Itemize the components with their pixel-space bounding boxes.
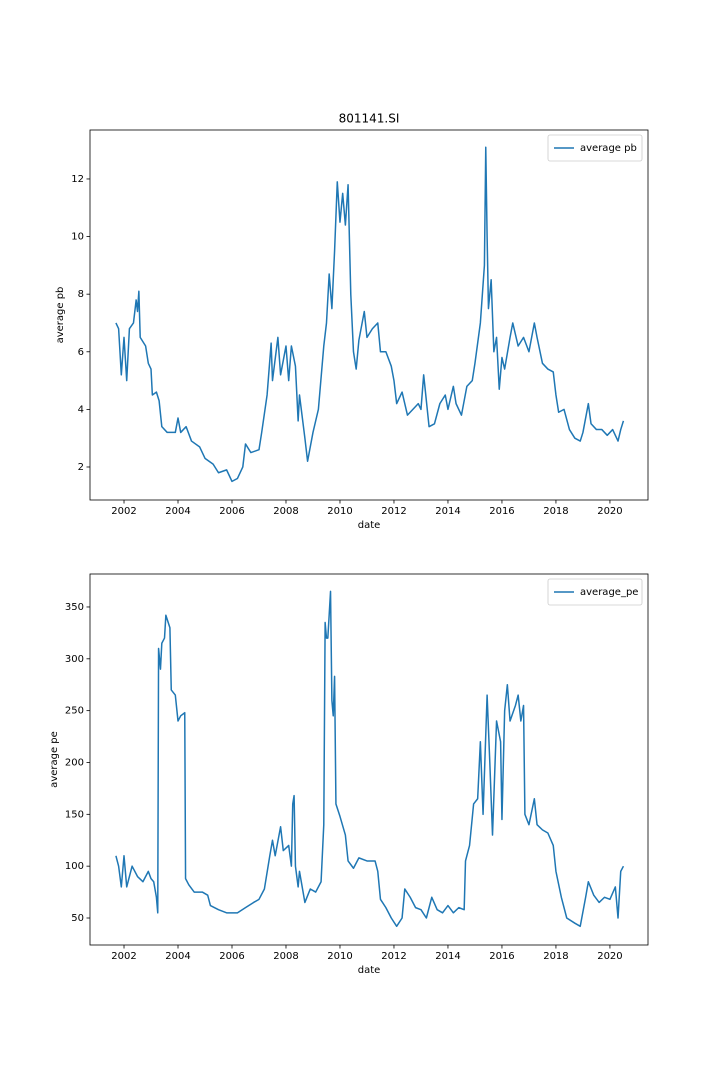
y-tick-label: 250 xyxy=(65,706,84,717)
y-axis-label: average pb xyxy=(55,287,66,344)
x-tick-label: 2012 xyxy=(381,951,406,962)
x-tick-label: 2002 xyxy=(111,951,136,962)
data-line xyxy=(115,146,625,483)
x-tick-label: 2014 xyxy=(435,951,460,962)
data-line xyxy=(115,590,625,928)
x-tick-label: 2002 xyxy=(111,506,136,517)
y-tick-label: 10 xyxy=(71,232,84,243)
x-tick-label: 2018 xyxy=(543,506,568,517)
x-axis-label: date xyxy=(358,965,381,976)
x-tick-label: 2018 xyxy=(543,951,568,962)
x-tick-label: 2014 xyxy=(435,506,460,517)
x-tick-label: 2016 xyxy=(489,506,514,517)
x-tick-label: 2010 xyxy=(327,506,352,517)
y-tick-label: 50 xyxy=(71,913,84,924)
y-tick-label: 100 xyxy=(65,861,84,872)
x-tick-label: 2016 xyxy=(489,951,514,962)
x-tick-label: 2008 xyxy=(273,506,298,517)
x-tick-label: 2008 xyxy=(273,951,298,962)
x-tick-label: 2020 xyxy=(597,506,622,517)
x-tick-label: 2006 xyxy=(219,951,244,962)
x-tick-label: 2006 xyxy=(219,506,244,517)
y-tick-label: 2 xyxy=(78,462,84,473)
legend-box xyxy=(547,578,643,606)
y-tick-label: 4 xyxy=(78,404,84,415)
x-tick-label: 2012 xyxy=(381,506,406,517)
y-tick-label: 150 xyxy=(65,809,84,820)
x-tick-label: 2010 xyxy=(327,951,352,962)
x-axis-label: date xyxy=(358,520,381,531)
legend-label: average_pe xyxy=(580,587,638,598)
legend-label: average pb xyxy=(580,143,637,154)
x-tick-label: 2020 xyxy=(597,951,622,962)
chart-title: 801141.SI xyxy=(339,112,400,126)
y-tick-label: 350 xyxy=(65,602,84,613)
axes-frame xyxy=(89,129,649,501)
y-tick-label: 8 xyxy=(78,289,84,300)
axes-frame xyxy=(89,573,649,946)
y-tick-label: 200 xyxy=(65,757,84,768)
legend-box xyxy=(547,134,643,162)
x-tick-label: 2004 xyxy=(165,506,190,517)
y-tick-label: 12 xyxy=(71,174,84,185)
y-tick-label: 6 xyxy=(78,347,84,358)
y-tick-label: 300 xyxy=(65,654,84,665)
x-tick-label: 2004 xyxy=(165,951,190,962)
y-axis-label: average pe xyxy=(49,731,60,788)
